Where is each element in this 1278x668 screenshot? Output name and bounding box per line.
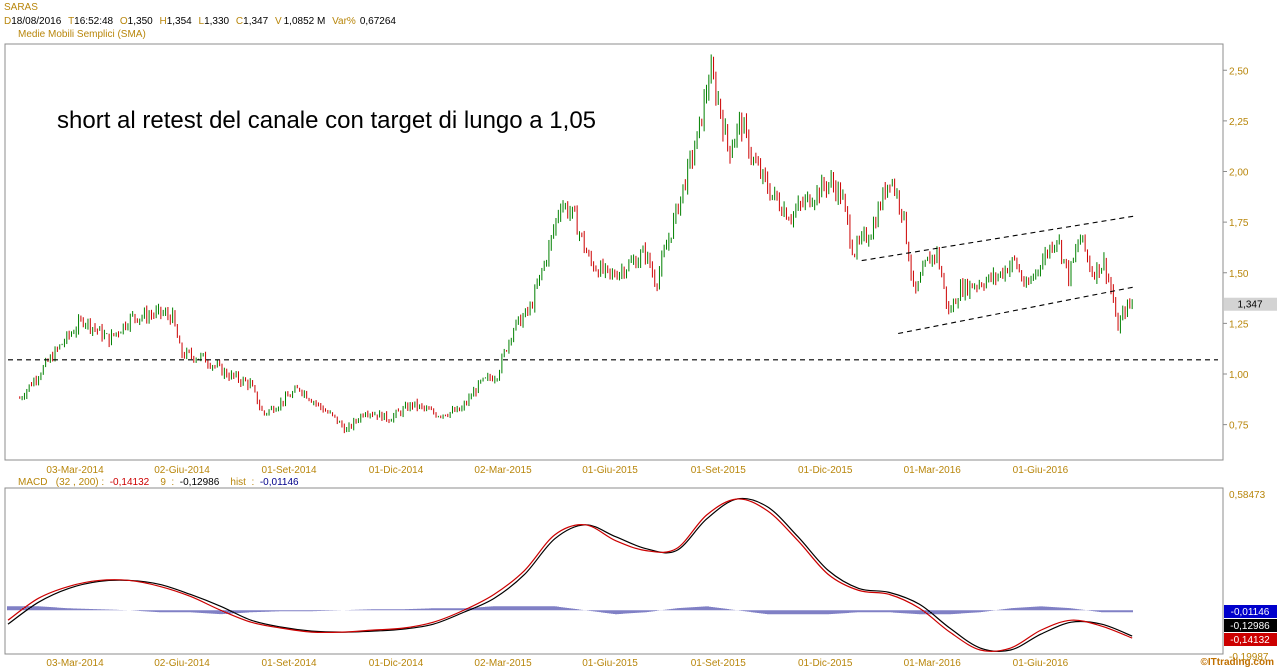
header-field-label: Var% [332,16,356,27]
x-tick-label: 01-Giu-2016 [1013,465,1069,476]
y-tick-label: 1,75 [1229,218,1249,229]
header-field-label: T [68,16,75,27]
x-tick-label: 01-Set-2014 [262,658,317,668]
header-field-value: 0,67264 [359,16,396,27]
signal-period: 9 : [149,477,180,488]
chart-annotation: short al retest del canale con target di… [57,107,596,134]
signal-line [7,497,1133,652]
x-tick-label: 01-Set-2014 [262,465,317,476]
hist-value-box-label: -0,01146 [1231,607,1270,618]
header-field-label: O [119,16,128,27]
y-tick-label: 0,75 [1229,421,1249,432]
macd-y-tick-label: 0,58473 [1229,490,1266,501]
macd-title: MACD [18,477,48,488]
x-tick-label: 03-Mar-2014 [46,658,104,668]
header-field-label: V [274,16,282,27]
x-tick-label: 01-Giu-2015 [582,465,638,476]
price-panel [4,43,1224,461]
y-tick-label: 1,50 [1229,269,1249,280]
macd-params: (32 , 200) : [47,477,110,488]
signal-value: -0,12986 [179,477,220,488]
header-field-value: 1,354 [166,16,195,27]
last-price-label: 1,347 [1237,300,1262,311]
x-tick-label: 01-Set-2015 [691,465,746,476]
last-price-box [1224,297,1277,311]
header-field-label: L [198,16,205,27]
y-tick-label: 2,00 [1229,168,1249,179]
header-field-value: 16:52:48 [74,16,116,27]
macd-panel [4,487,1224,655]
x-tick-label: 02-Mar-2015 [474,465,532,476]
signal-value-box [1224,619,1277,632]
x-tick-label: 01-Dic-2015 [798,658,853,668]
x-tick-label: 02-Giu-2014 [154,465,210,476]
hist-value-box [1224,605,1277,618]
y-tick-label: 2,25 [1229,117,1249,128]
x-tick-label: 02-Giu-2014 [154,658,210,668]
y-tick-label: 1,25 [1229,319,1249,330]
header-field-label: H [159,16,167,27]
x-tick-label: 01-Dic-2014 [369,465,424,476]
x-tick-label: 01-Giu-2015 [582,658,638,668]
y-tick-label: 1,00 [1229,370,1249,381]
macd-value: -0,14132 [109,477,150,488]
channel-line [898,286,1135,335]
x-tick-label: 01-Dic-2015 [798,465,853,476]
y-tick-label: 2,50 [1229,66,1249,77]
x-tick-label: 01-Dic-2014 [369,658,424,668]
x-tick-label: 01-Mar-2016 [904,658,962,668]
indicator-label: Medie Mobili Semplici (SMA) [18,29,146,40]
macd-line [7,498,1133,653]
hist-label: hist : [219,477,260,488]
ohlc-header: D18/08/2016 T16:52:48 O1,350 H1,354 L1,3… [4,16,400,28]
macd-y-tick-label: -0,19987 [1229,652,1269,663]
ticker-symbol: SARAS [4,2,38,13]
x-tick-label: 01-Mar-2016 [904,465,962,476]
header-field-label: C [235,16,244,27]
header-field-value: 18/08/2016 [11,16,65,27]
header-field-label: D [4,16,12,27]
hist-value: -0,01146 [259,477,299,488]
signal-value-box-label: -0,12986 [1230,621,1270,632]
x-tick-label: 02-Mar-2015 [474,658,532,668]
x-tick-label: 03-Mar-2014 [46,465,104,476]
header-field-value: 1,350 [127,16,156,27]
header-field-value: 1,347 [243,16,271,27]
header-field-value: 1,330 [204,16,232,27]
channel-line [861,215,1135,262]
x-tick-label: 01-Giu-2016 [1013,658,1069,668]
credit-text: ©ITtrading.com [1200,657,1274,668]
header-field-value: 1,0852 M [283,16,329,27]
x-tick-label: 01-Set-2015 [691,658,746,668]
macd-value-box [1224,633,1277,646]
macd-value-box-label: -0,14132 [1230,635,1270,646]
macd-header: MACD (32 , 200) : -0,14132 9 : -0,12986 … [18,477,299,488]
